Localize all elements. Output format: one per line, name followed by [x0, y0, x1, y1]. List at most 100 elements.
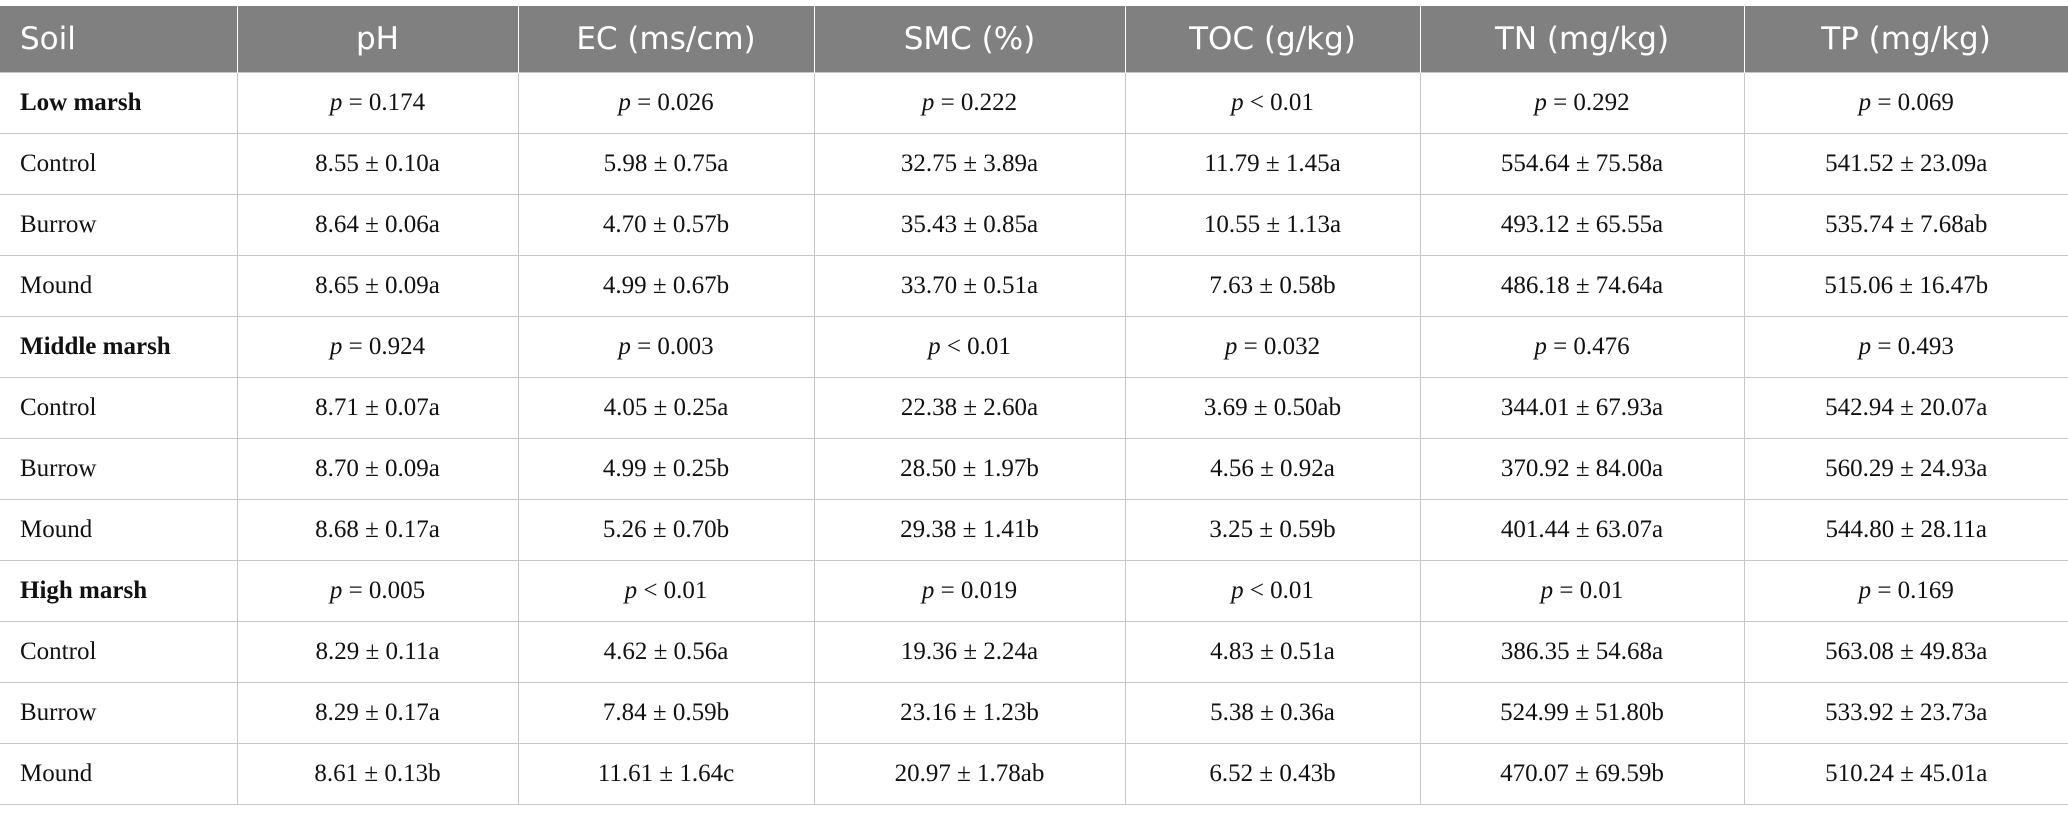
- cell: 560.29 ± 24.93a: [1743, 438, 2068, 500]
- data-row: Mound 8.65 ± 0.09a 4.99 ± 0.67b 33.70 ± 0.5…: [0, 255, 2068, 317]
- p-value: p = 0.292: [1419, 72, 1745, 134]
- data-row: Burrow 8.29 ± 0.17a 7.84 ± 0.59b 23.16 ± 1.…: [0, 682, 2068, 744]
- cell: 386.35 ± 54.68a: [1419, 621, 1745, 683]
- p-value: p = 0.169: [1743, 560, 2068, 622]
- cell: 8.55 ± 0.10a: [236, 133, 519, 195]
- cell: 510.24 ± 45.01a: [1743, 743, 2068, 805]
- cell: 493.12 ± 65.55a: [1419, 194, 1745, 256]
- cell: 533.92 ± 23.73a: [1743, 682, 2068, 744]
- row-label: Burrow: [0, 438, 238, 500]
- p-value: p = 0.924: [236, 316, 519, 378]
- cell: 5.98 ± 0.75a: [517, 133, 815, 195]
- cell: 11.61 ± 1.64c: [517, 743, 815, 805]
- header-row: Soil pH EC (ms/cm) SMC (%) TOC (g/kg) TN (mg/…: [0, 6, 2068, 73]
- row-label: Control: [0, 377, 238, 439]
- cell: 23.16 ± 1.23b: [813, 682, 1126, 744]
- p-value: p = 0.01: [1419, 560, 1745, 622]
- cell: 32.75 ± 3.89a: [813, 133, 1126, 195]
- cell: 3.69 ± 0.50ab: [1124, 377, 1421, 439]
- p-value: p = 0.069: [1743, 72, 2068, 134]
- cell: 7.84 ± 0.59b: [517, 682, 815, 744]
- group-name: High marsh: [0, 560, 238, 622]
- cell: 4.56 ± 0.92a: [1124, 438, 1421, 500]
- cell: 515.06 ± 16.47b: [1743, 255, 2068, 317]
- group-name: Middle marsh: [0, 316, 238, 378]
- group-row: Middle marsh p = 0.924 p = 0.003 p < 0.01 p …: [0, 316, 2068, 378]
- row-label: Burrow: [0, 682, 238, 744]
- column-header: Soil: [0, 6, 238, 73]
- p-value: p = 0.476: [1419, 316, 1745, 378]
- cell: 8.70 ± 0.09a: [236, 438, 519, 500]
- cell: 524.99 ± 51.80b: [1419, 682, 1745, 744]
- cell: 544.80 ± 28.11a: [1743, 499, 2068, 561]
- cell: 541.52 ± 23.09a: [1743, 133, 2068, 195]
- p-value: p = 0.174: [236, 72, 519, 134]
- cell: 7.63 ± 0.58b: [1124, 255, 1421, 317]
- cell: 8.29 ± 0.11a: [236, 621, 519, 683]
- p-value: p = 0.003: [517, 316, 815, 378]
- cell: 4.05 ± 0.25a: [517, 377, 815, 439]
- cell: 470.07 ± 69.59b: [1419, 743, 1745, 805]
- p-value: p = 0.019: [813, 560, 1126, 622]
- cell: 8.64 ± 0.06a: [236, 194, 519, 256]
- cell: 370.92 ± 84.00a: [1419, 438, 1745, 500]
- cell: 5.38 ± 0.36a: [1124, 682, 1421, 744]
- cell: 4.99 ± 0.67b: [517, 255, 815, 317]
- cell: 11.79 ± 1.45a: [1124, 133, 1421, 195]
- p-value: p = 0.493: [1743, 316, 2068, 378]
- cell: 4.83 ± 0.51a: [1124, 621, 1421, 683]
- cell: 8.68 ± 0.17a: [236, 499, 519, 561]
- cell: 3.25 ± 0.59b: [1124, 499, 1421, 561]
- data-row: Control 8.55 ± 0.10a 5.98 ± 0.75a 32.75 ± 3…: [0, 133, 2068, 195]
- cell: 19.36 ± 2.24a: [813, 621, 1126, 683]
- column-header: TOC (g/kg): [1125, 6, 1421, 73]
- cell: 401.44 ± 63.07a: [1419, 499, 1745, 561]
- cell: 486.18 ± 74.64a: [1419, 255, 1745, 317]
- column-header: TN (mg/kg): [1420, 6, 1745, 73]
- cell: 33.70 ± 0.51a: [813, 255, 1126, 317]
- p-value: p < 0.01: [517, 560, 815, 622]
- cell: 4.70 ± 0.57b: [517, 194, 815, 256]
- row-label: Control: [0, 133, 238, 195]
- cell: 6.52 ± 0.43b: [1124, 743, 1421, 805]
- data-row: Mound 8.68 ± 0.17a 5.26 ± 0.70b 29.38 ± 1.4…: [0, 499, 2068, 561]
- p-value: p < 0.01: [1124, 560, 1421, 622]
- data-row: Control 8.71 ± 0.07a 4.05 ± 0.25a 22.38 ± 2…: [0, 377, 2068, 439]
- row-label: Mound: [0, 499, 238, 561]
- data-row: Burrow 8.64 ± 0.06a 4.70 ± 0.57b 35.43 ± 0.…: [0, 194, 2068, 256]
- row-label: Control: [0, 621, 238, 683]
- cell: 35.43 ± 0.85a: [813, 194, 1126, 256]
- cell: 8.61 ± 0.13b: [236, 743, 519, 805]
- cell: 22.38 ± 2.60a: [813, 377, 1126, 439]
- cell: 563.08 ± 49.83a: [1743, 621, 2068, 683]
- column-header: EC (ms/cm): [518, 6, 815, 73]
- column-header: SMC (%): [814, 6, 1126, 73]
- data-table: Soil pH EC (ms/cm) SMC (%) TOC (g/kg) TN (mg/…: [0, 6, 2068, 805]
- p-value: p = 0.005: [236, 560, 519, 622]
- p-value: p = 0.026: [517, 72, 815, 134]
- data-row: Mound 8.61 ± 0.13b 11.61 ± 1.64c 20.97 ± 1.…: [0, 743, 2068, 805]
- cell: 5.26 ± 0.70b: [517, 499, 815, 561]
- p-value: p = 0.032: [1124, 316, 1421, 378]
- column-header: pH: [237, 6, 519, 73]
- cell: 344.01 ± 67.93a: [1419, 377, 1745, 439]
- p-value: p < 0.01: [813, 316, 1126, 378]
- row-label: Mound: [0, 255, 238, 317]
- cell: 8.29 ± 0.17a: [236, 682, 519, 744]
- cell: 535.74 ± 7.68ab: [1743, 194, 2068, 256]
- group-name: Low marsh: [0, 72, 238, 134]
- cell: 554.64 ± 75.58a: [1419, 133, 1745, 195]
- cell: 542.94 ± 20.07a: [1743, 377, 2068, 439]
- cell: 28.50 ± 1.97b: [813, 438, 1126, 500]
- cell: 20.97 ± 1.78ab: [813, 743, 1126, 805]
- cell: 8.65 ± 0.09a: [236, 255, 519, 317]
- p-value: p < 0.01: [1124, 72, 1421, 134]
- data-row: Burrow 8.70 ± 0.09a 4.99 ± 0.25b 28.50 ± 1.…: [0, 438, 2068, 500]
- cell: 4.99 ± 0.25b: [517, 438, 815, 500]
- data-row: Control 8.29 ± 0.11a 4.62 ± 0.56a 19.36 ± 2…: [0, 621, 2068, 683]
- cell: 4.62 ± 0.56a: [517, 621, 815, 683]
- p-value: p = 0.222: [813, 72, 1126, 134]
- column-header: TP (mg/kg): [1744, 6, 2068, 73]
- row-label: Burrow: [0, 194, 238, 256]
